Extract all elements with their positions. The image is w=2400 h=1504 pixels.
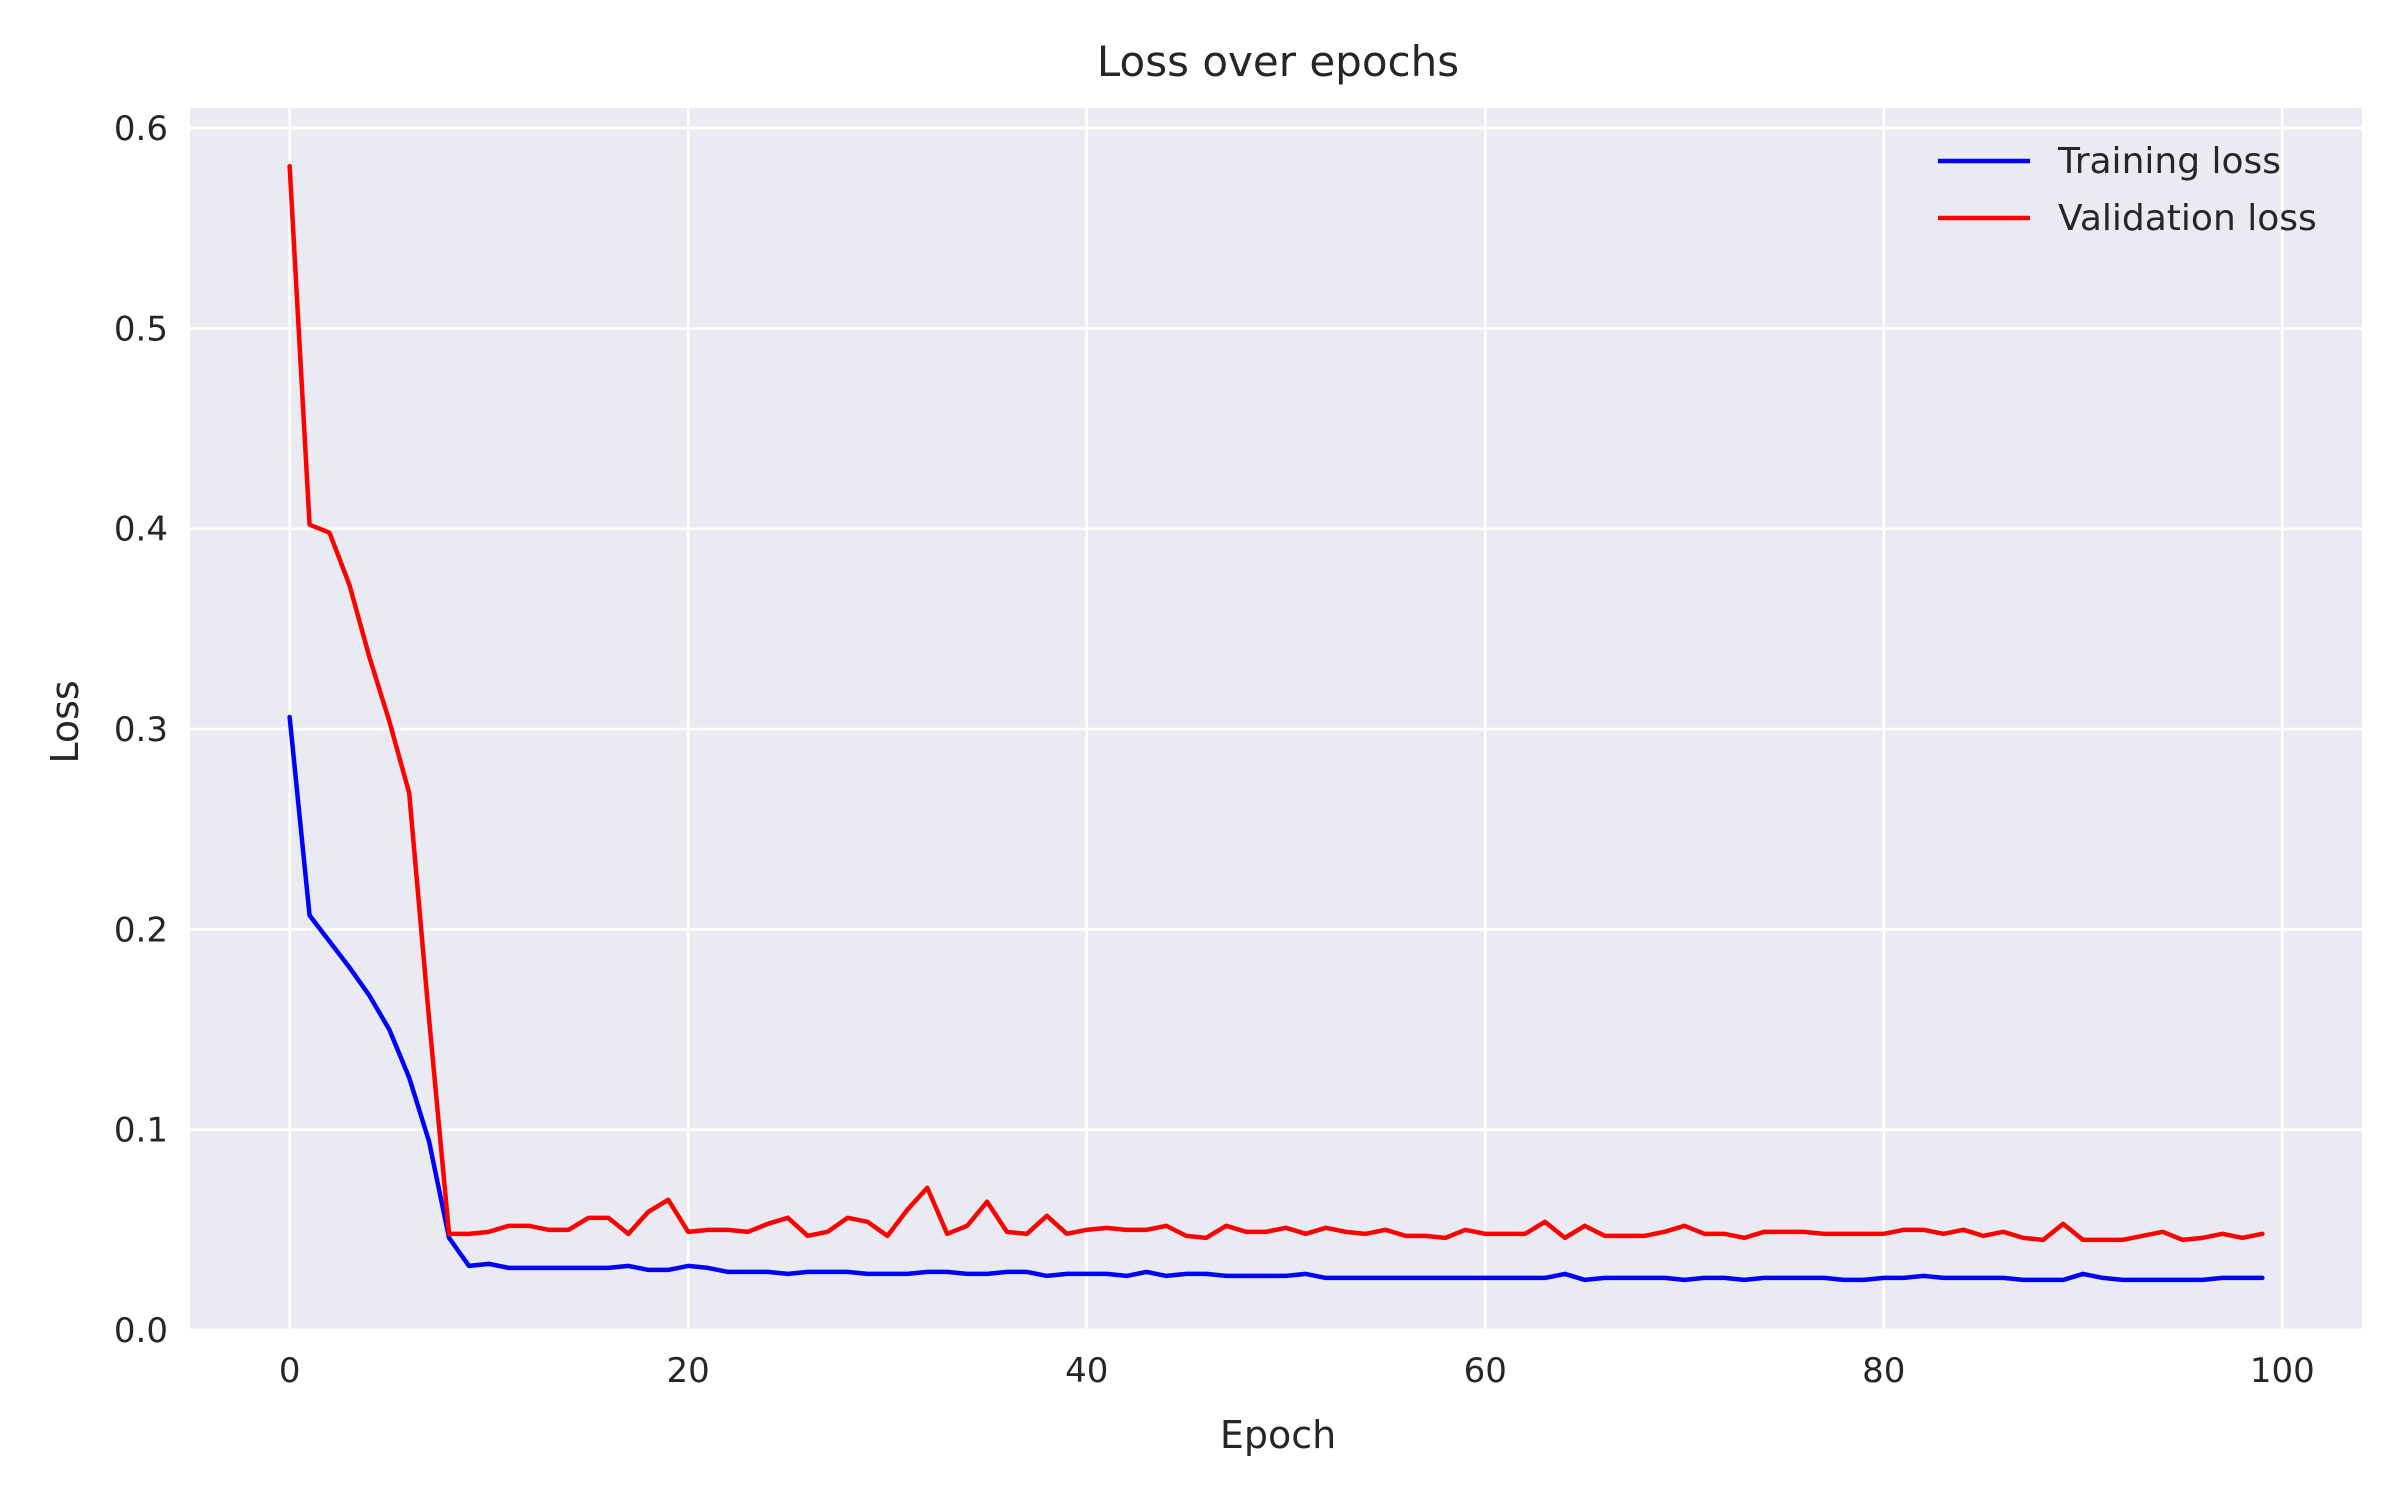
tick-labels: 0 20 40 60 80 100 0.0 0.1 0.2 0.3 0.4 0.5 0.6 [114, 109, 2315, 1391]
y-tick-label: 0.3 [114, 710, 168, 750]
series-lines [287, 163, 2265, 1283]
grid [190, 108, 2362, 1332]
y-tick-label: 0.0 [114, 1311, 168, 1351]
y-tick-label: 0.1 [114, 1111, 168, 1151]
legend: Training loss Validation loss [1938, 141, 2317, 239]
x-tick-label: 80 [1862, 1351, 1905, 1391]
x-tick-label: 40 [1065, 1351, 1108, 1391]
y-tick-label: 0.2 [114, 910, 168, 950]
y-tick-label: 0.6 [114, 109, 168, 149]
legend-label-training: Training loss [2057, 141, 2281, 182]
validation-loss-line [287, 163, 2265, 1243]
x-axis-label: Epoch [1220, 1413, 1336, 1457]
legend-label-validation: Validation loss [2058, 198, 2317, 239]
plot-area [190, 108, 2362, 1330]
y-axis-label: Loss [43, 680, 87, 763]
x-tick-label: 20 [667, 1351, 710, 1391]
y-tick-label: 0.5 [114, 309, 168, 349]
training-loss-line [287, 714, 2265, 1283]
x-tick-label: 100 [2250, 1351, 2315, 1391]
y-tick-label: 0.4 [114, 510, 168, 550]
x-tick-label: 0 [279, 1351, 301, 1391]
x-tick-label: 60 [1464, 1351, 1507, 1391]
chart-title: Loss over epochs [1097, 37, 1459, 86]
